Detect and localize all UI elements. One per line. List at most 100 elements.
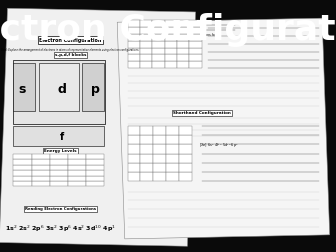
Bar	[166, 135, 179, 144]
Bar	[152, 48, 165, 54]
Bar	[68, 159, 86, 165]
Bar	[152, 61, 165, 68]
Bar	[68, 165, 86, 170]
Bar	[128, 172, 140, 181]
Bar	[166, 154, 179, 163]
Text: Reading Electron Configurations: Reading Electron Configurations	[25, 207, 96, 211]
Bar	[68, 176, 86, 181]
Bar	[86, 154, 104, 159]
Bar	[13, 63, 35, 111]
Bar	[189, 48, 202, 54]
Bar	[177, 48, 189, 54]
Bar	[32, 170, 50, 176]
Text: 1s$^2$ 2s$^2$ 2p$^6$ 3s$^2$ 3p$^6$ 4s$^2$ 3d$^{10}$ 4p$^1$: 1s$^2$ 2s$^2$ 2p$^6$ 3s$^2$ 3p$^6$ 4s$^2…	[5, 224, 116, 234]
Polygon shape	[0, 8, 196, 246]
Bar	[128, 48, 140, 54]
Text: [Xe] 6s$^2$ 4f$^{14}$ 5d$^{10}$ 6p$^2$: [Xe] 6s$^2$ 4f$^{14}$ 5d$^{10}$ 6p$^2$	[199, 142, 238, 150]
Bar	[166, 163, 179, 172]
Bar	[177, 20, 189, 27]
Text: f: f	[60, 132, 64, 142]
Text: p: p	[91, 83, 100, 96]
Bar	[165, 27, 177, 34]
Bar	[177, 27, 189, 34]
Text: s,p,d,f blocks: s,p,d,f blocks	[55, 53, 86, 57]
Bar	[153, 144, 166, 154]
Bar	[86, 170, 104, 176]
Bar	[179, 135, 192, 144]
Bar	[152, 20, 165, 27]
Bar	[13, 176, 32, 181]
Bar	[153, 154, 166, 163]
Bar	[13, 181, 32, 186]
Bar	[68, 181, 86, 186]
Bar	[179, 126, 192, 135]
Bar	[140, 135, 153, 144]
Bar	[86, 159, 104, 165]
Bar	[179, 154, 192, 163]
Bar	[128, 54, 140, 61]
Bar	[153, 163, 166, 172]
Bar	[189, 41, 202, 48]
FancyBboxPatch shape	[13, 60, 105, 124]
Bar	[140, 163, 153, 172]
Bar	[165, 54, 177, 61]
Bar	[153, 172, 166, 181]
Bar	[189, 27, 202, 34]
Bar	[128, 126, 140, 135]
Polygon shape	[117, 18, 330, 239]
Bar	[153, 135, 166, 144]
Bar	[82, 63, 104, 111]
Bar	[140, 126, 153, 135]
Bar	[128, 61, 140, 68]
Bar	[179, 163, 192, 172]
Bar	[32, 165, 50, 170]
Bar	[140, 172, 153, 181]
Bar	[140, 34, 152, 41]
Bar	[177, 41, 189, 48]
Bar	[32, 154, 50, 159]
Bar	[140, 54, 152, 61]
Bar	[13, 165, 32, 170]
Bar	[32, 181, 50, 186]
Bar	[189, 54, 202, 61]
Bar	[50, 165, 68, 170]
Bar	[189, 61, 202, 68]
Bar	[140, 61, 152, 68]
Bar	[140, 154, 153, 163]
Bar	[177, 34, 189, 41]
Bar	[165, 20, 177, 27]
Bar	[128, 20, 140, 27]
Bar	[32, 159, 50, 165]
Bar	[165, 34, 177, 41]
Text: Shorthand Configuration: Shorthand Configuration	[173, 111, 230, 115]
Bar	[128, 163, 140, 172]
Bar	[166, 172, 179, 181]
Bar	[189, 20, 202, 27]
Text: Electron Configuration: Electron Configuration	[39, 38, 102, 43]
Bar	[165, 61, 177, 68]
Bar	[189, 34, 202, 41]
Bar	[140, 41, 152, 48]
Bar	[140, 20, 152, 27]
Bar	[39, 63, 79, 111]
Bar	[50, 176, 68, 181]
Bar	[50, 154, 68, 159]
Bar	[140, 27, 152, 34]
Bar	[166, 144, 179, 154]
Bar	[86, 165, 104, 170]
Bar	[179, 172, 192, 181]
Bar	[140, 48, 152, 54]
Bar	[152, 41, 165, 48]
Bar	[177, 61, 189, 68]
Bar	[128, 34, 140, 41]
Bar	[128, 135, 140, 144]
Text: Electron Configuration: Electron Configuration	[0, 13, 336, 47]
Text: s: s	[18, 83, 26, 96]
Text: d: d	[58, 83, 67, 96]
Bar	[13, 159, 32, 165]
Bar	[50, 170, 68, 176]
Bar	[166, 126, 179, 135]
Bar	[86, 181, 104, 186]
Bar	[165, 41, 177, 48]
Text: Energy Levels: Energy Levels	[44, 149, 77, 153]
